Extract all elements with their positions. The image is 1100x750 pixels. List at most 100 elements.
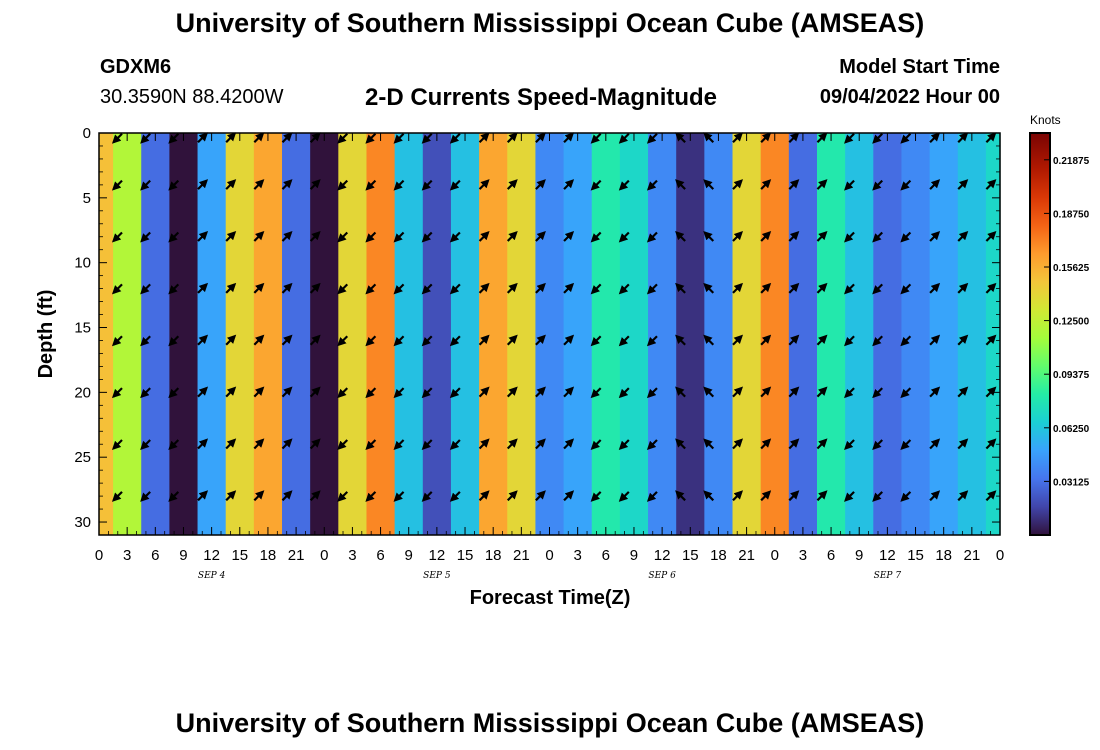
x-tick-label: 0	[771, 547, 779, 564]
current-vector	[590, 231, 602, 243]
current-vector	[732, 386, 744, 398]
current-vector	[197, 386, 209, 398]
current-vector	[563, 230, 575, 242]
current-vector	[646, 231, 658, 243]
current-vector	[253, 179, 265, 190]
current-vector	[872, 179, 884, 191]
current-vector	[449, 132, 461, 144]
current-vector	[563, 386, 575, 398]
heatmap-cell	[816, 133, 846, 535]
current-vector	[393, 132, 405, 144]
current-vector	[646, 439, 658, 451]
x-tick-label: 12	[654, 547, 671, 564]
y-tick-label: 10	[74, 255, 91, 272]
current-vector	[535, 132, 546, 144]
current-vector	[563, 179, 575, 190]
current-vector	[929, 132, 941, 144]
current-vector	[253, 282, 265, 294]
current-vector	[732, 490, 744, 502]
current-vector	[253, 438, 265, 450]
heatmap-cell	[197, 133, 227, 535]
current-vector	[225, 334, 237, 346]
current-vector	[393, 491, 405, 502]
colorbar-tick-label: 0.15625	[1053, 263, 1090, 274]
heatmap-cell	[704, 133, 734, 535]
current-vector	[816, 230, 828, 242]
heatmap-cell	[225, 133, 255, 535]
current-vector	[646, 387, 658, 399]
current-vector	[140, 439, 151, 451]
current-vector	[788, 386, 800, 398]
current-vector	[985, 490, 997, 502]
current-vector	[449, 439, 461, 451]
current-vector	[760, 230, 772, 242]
current-vector	[563, 282, 575, 294]
heatmap-cell	[957, 133, 987, 535]
colorbar-tick-label: 0.18750	[1053, 209, 1090, 220]
current-vector	[225, 132, 237, 144]
x-tick-label: 15	[457, 547, 474, 564]
current-vector	[365, 335, 377, 347]
current-vector	[844, 132, 855, 144]
current-vector	[337, 387, 349, 399]
x-tick-label: 9	[855, 547, 863, 564]
x-tick-label: 12	[203, 547, 220, 564]
x-axis: 0 3 6 9 12 15 18 21 0 3 6 9 12 15 18 21 0 3 6 9 12 15 18 21 0 3 6 9…	[95, 133, 1004, 581]
heatmap-cell	[732, 133, 762, 535]
current-vector	[111, 439, 123, 451]
current-vector	[253, 490, 265, 502]
x-tick-label: 9	[179, 547, 187, 564]
current-vector	[365, 491, 377, 502]
current-vector	[646, 335, 658, 347]
current-vector	[111, 283, 123, 295]
y-tick-label: 25	[74, 449, 91, 466]
current-vector	[929, 334, 941, 346]
current-vector	[478, 334, 490, 346]
current-vector	[732, 282, 744, 294]
heatmap-cell	[901, 133, 931, 535]
current-vector	[535, 334, 546, 346]
x-tick-label: 0	[996, 547, 1004, 564]
current-vector	[337, 132, 349, 144]
current-vector	[590, 132, 602, 144]
current-vector	[535, 179, 546, 190]
x-tick-label: 3	[123, 547, 131, 564]
date-label: SEP 4	[198, 571, 226, 581]
current-vector	[393, 283, 405, 295]
x-tick-label: 18	[485, 547, 502, 564]
y-tick-label: 5	[83, 190, 91, 207]
current-vector	[449, 231, 461, 243]
current-vector	[675, 334, 686, 346]
current-vector	[168, 283, 180, 295]
current-vector	[337, 179, 349, 191]
current-vector	[111, 387, 123, 399]
colorbar-tick-label: 0.03125	[1053, 477, 1090, 488]
current-vector	[703, 179, 715, 190]
current-vector	[281, 132, 293, 144]
x-tick-label: 15	[907, 547, 924, 564]
current-vector	[646, 491, 658, 502]
current-vector	[816, 334, 828, 346]
chart-title: University of Southern Mississippi Ocean…	[175, 8, 925, 38]
current-vector	[590, 283, 602, 295]
heatmap-cell	[619, 133, 649, 535]
current-vector	[478, 132, 490, 144]
y-tick-label: 0	[83, 125, 91, 142]
current-vector	[225, 230, 237, 242]
current-vector	[365, 387, 377, 399]
current-vector	[478, 438, 490, 450]
heatmap-cell	[648, 133, 677, 535]
current-vector	[337, 491, 349, 502]
current-vector	[929, 230, 941, 242]
current-vector	[365, 132, 377, 144]
x-tick-label: 0	[95, 547, 103, 564]
current-vector	[421, 179, 433, 191]
current-vector	[929, 282, 941, 294]
model-start-label: Model Start Time	[839, 56, 1000, 78]
colorbar-ticks: 0.21875 0.18750 0.15625 0.12500 0.09375 0.062…	[1044, 156, 1090, 488]
current-vector	[449, 179, 461, 191]
current-vector	[309, 490, 321, 502]
current-vector	[281, 334, 293, 346]
current-vector	[957, 438, 969, 450]
